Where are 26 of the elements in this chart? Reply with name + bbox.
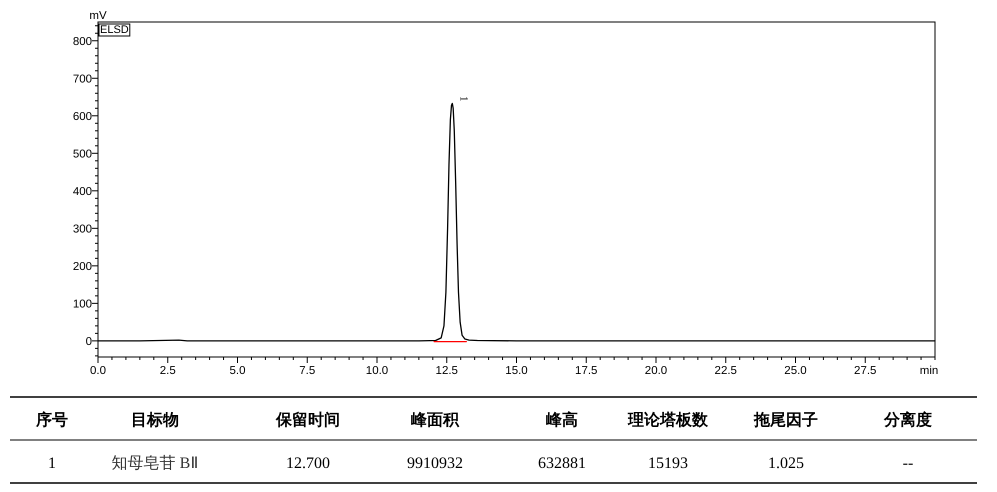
y-tick-label: 300 xyxy=(72,223,92,236)
x-tick-label: 17.5 xyxy=(575,365,598,377)
y-axis-title: mV xyxy=(89,10,107,22)
x-tick-label: 20.0 xyxy=(644,365,668,377)
y-tick-label: 600 xyxy=(72,110,92,123)
x-axis-title: min xyxy=(920,365,938,377)
x-tick-label: 15.0 xyxy=(505,365,528,377)
y-tick-label: 800 xyxy=(72,36,92,48)
x-tick-label: 2.5 xyxy=(160,365,176,377)
x-tick-label: 7.5 xyxy=(299,365,316,377)
x-tick-label: 27.5 xyxy=(854,365,876,377)
x-tick-label: 25.0 xyxy=(784,365,807,377)
x-tick-label: 22.5 xyxy=(714,365,737,377)
y-tick-label: 700 xyxy=(72,73,92,86)
y-tick-label: 500 xyxy=(72,148,92,160)
annotation: 1 xyxy=(457,96,470,102)
y-tick-label: 100 xyxy=(72,298,92,310)
x-tick-label: 5.0 xyxy=(230,365,246,377)
y-tick-label: 400 xyxy=(72,186,92,198)
table: 序号 目标物 保留时间 峰面积 峰高 理论塔板数 拖尾因子 分离度 1 知母皂苷 BⅡ 12.700 9910932 632881 15193 1.025 -- xyxy=(10,396,978,484)
x-tick-label: 12.5 xyxy=(436,365,458,377)
x-tick-label: 10.0 xyxy=(366,365,388,377)
x-tick-label: 0.0 xyxy=(90,365,106,377)
y-tick-label: 200 xyxy=(72,260,92,273)
annotation: ELSD xyxy=(100,24,129,36)
y-tick-label: 0 xyxy=(86,336,92,348)
